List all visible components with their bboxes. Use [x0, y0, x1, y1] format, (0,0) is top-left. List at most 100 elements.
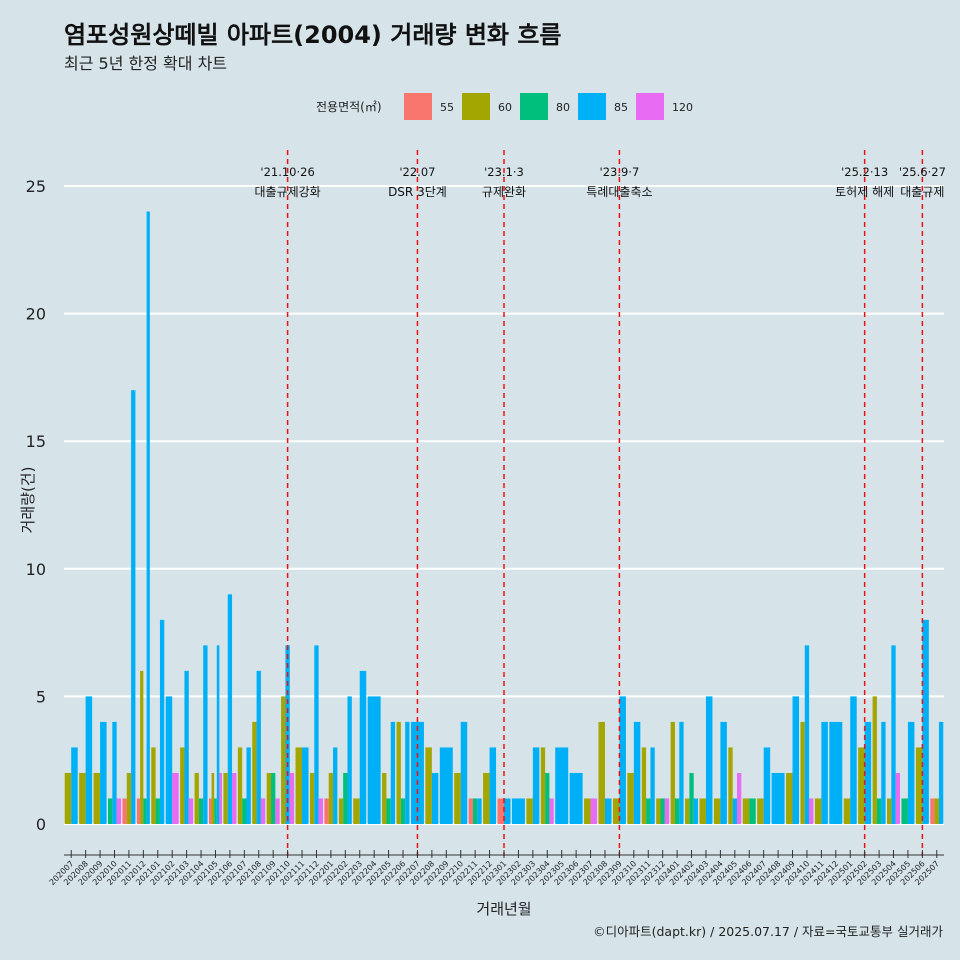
bar	[242, 798, 247, 824]
legend-title: 전용면적(㎡)	[316, 100, 382, 114]
bar	[400, 798, 406, 824]
bar	[126, 772, 132, 824]
bar	[295, 747, 303, 824]
x-axis: 2020072020082020092020102020112020122021…	[48, 850, 944, 887]
bar	[664, 798, 670, 824]
bar	[194, 772, 199, 824]
bar	[454, 772, 461, 824]
bar	[100, 721, 107, 824]
bar	[938, 721, 944, 824]
bar	[108, 798, 113, 824]
bar	[497, 798, 504, 824]
bar	[314, 645, 319, 824]
bar	[146, 211, 150, 824]
bar	[477, 798, 482, 824]
bar	[881, 721, 886, 824]
event-label: DSR 3단계	[388, 185, 447, 199]
bar	[511, 798, 525, 824]
bar	[155, 798, 160, 824]
y-tick-label: 5	[36, 687, 46, 706]
bar	[641, 747, 647, 824]
bar	[386, 798, 391, 824]
bar	[763, 747, 771, 824]
bar	[670, 721, 675, 824]
bar	[699, 798, 706, 824]
bar	[660, 798, 665, 824]
bar	[338, 798, 344, 824]
bar	[786, 772, 793, 824]
bar	[79, 772, 86, 824]
bar	[800, 721, 805, 824]
bar	[136, 798, 141, 824]
bar	[887, 798, 892, 824]
bar	[749, 798, 756, 824]
bar	[804, 645, 810, 824]
bar	[71, 747, 78, 824]
bar	[843, 798, 851, 824]
bar	[180, 747, 185, 824]
event-label: 대출규제	[900, 185, 944, 199]
legend-swatch	[404, 93, 432, 120]
bar	[151, 747, 156, 824]
bar	[219, 772, 222, 824]
bars	[64, 211, 944, 824]
bar	[227, 594, 233, 824]
bar	[901, 798, 908, 824]
bar	[792, 696, 800, 824]
bar	[526, 798, 533, 824]
bar	[872, 696, 877, 824]
y-axis-ticks: 0 5 10 15 20 25	[26, 177, 46, 834]
caption: ©디아파트(dapt.kr) / 2025.07.17 / 자료=국토교통부 실…	[593, 924, 943, 939]
bar	[93, 772, 101, 824]
bar	[431, 772, 439, 824]
bar	[829, 721, 843, 824]
bar	[460, 721, 468, 824]
y-tick-label: 0	[36, 815, 46, 834]
bar	[390, 721, 396, 824]
bar	[140, 670, 144, 824]
bar	[864, 721, 872, 824]
legend-label: 120	[672, 101, 693, 114]
bar	[736, 772, 742, 824]
bar	[165, 696, 173, 824]
bar	[693, 798, 699, 824]
bar	[604, 798, 612, 824]
bar	[256, 670, 261, 824]
legend-swatch	[520, 93, 548, 120]
bar	[266, 772, 272, 824]
y-tick-label: 10	[26, 560, 46, 579]
bar	[275, 798, 280, 824]
bar	[590, 798, 598, 824]
bar	[318, 798, 323, 824]
bar	[627, 772, 634, 824]
bar	[584, 798, 591, 824]
event-label: 특례대출축소	[586, 185, 652, 199]
bar	[281, 696, 286, 824]
y-tick-label: 15	[26, 432, 46, 451]
bar	[216, 645, 220, 824]
bar	[720, 721, 727, 824]
bar	[656, 798, 661, 824]
bar	[545, 772, 550, 824]
event-label: 대출규제강화	[254, 185, 320, 199]
bar	[549, 798, 554, 824]
bar	[271, 772, 276, 824]
bar	[689, 772, 694, 824]
bar	[569, 772, 583, 824]
bar	[208, 798, 212, 824]
bar	[367, 696, 381, 824]
bar	[347, 696, 352, 824]
legend-label: 80	[556, 101, 570, 114]
event-markers: '21.10·26 대출규제강화 '22.07 DSR 3단계 '23.1·3 규제완화 '…	[254, 150, 946, 856]
bar	[650, 747, 655, 824]
bar	[246, 747, 251, 824]
bar	[289, 772, 295, 824]
bar	[211, 772, 215, 824]
bar	[483, 772, 490, 824]
bar	[439, 747, 453, 824]
legend: 전용면적(㎡) 55 60 80 85 120	[316, 93, 693, 120]
bar	[252, 721, 257, 824]
bar	[685, 798, 690, 824]
event-label: 규제완화	[482, 185, 526, 199]
